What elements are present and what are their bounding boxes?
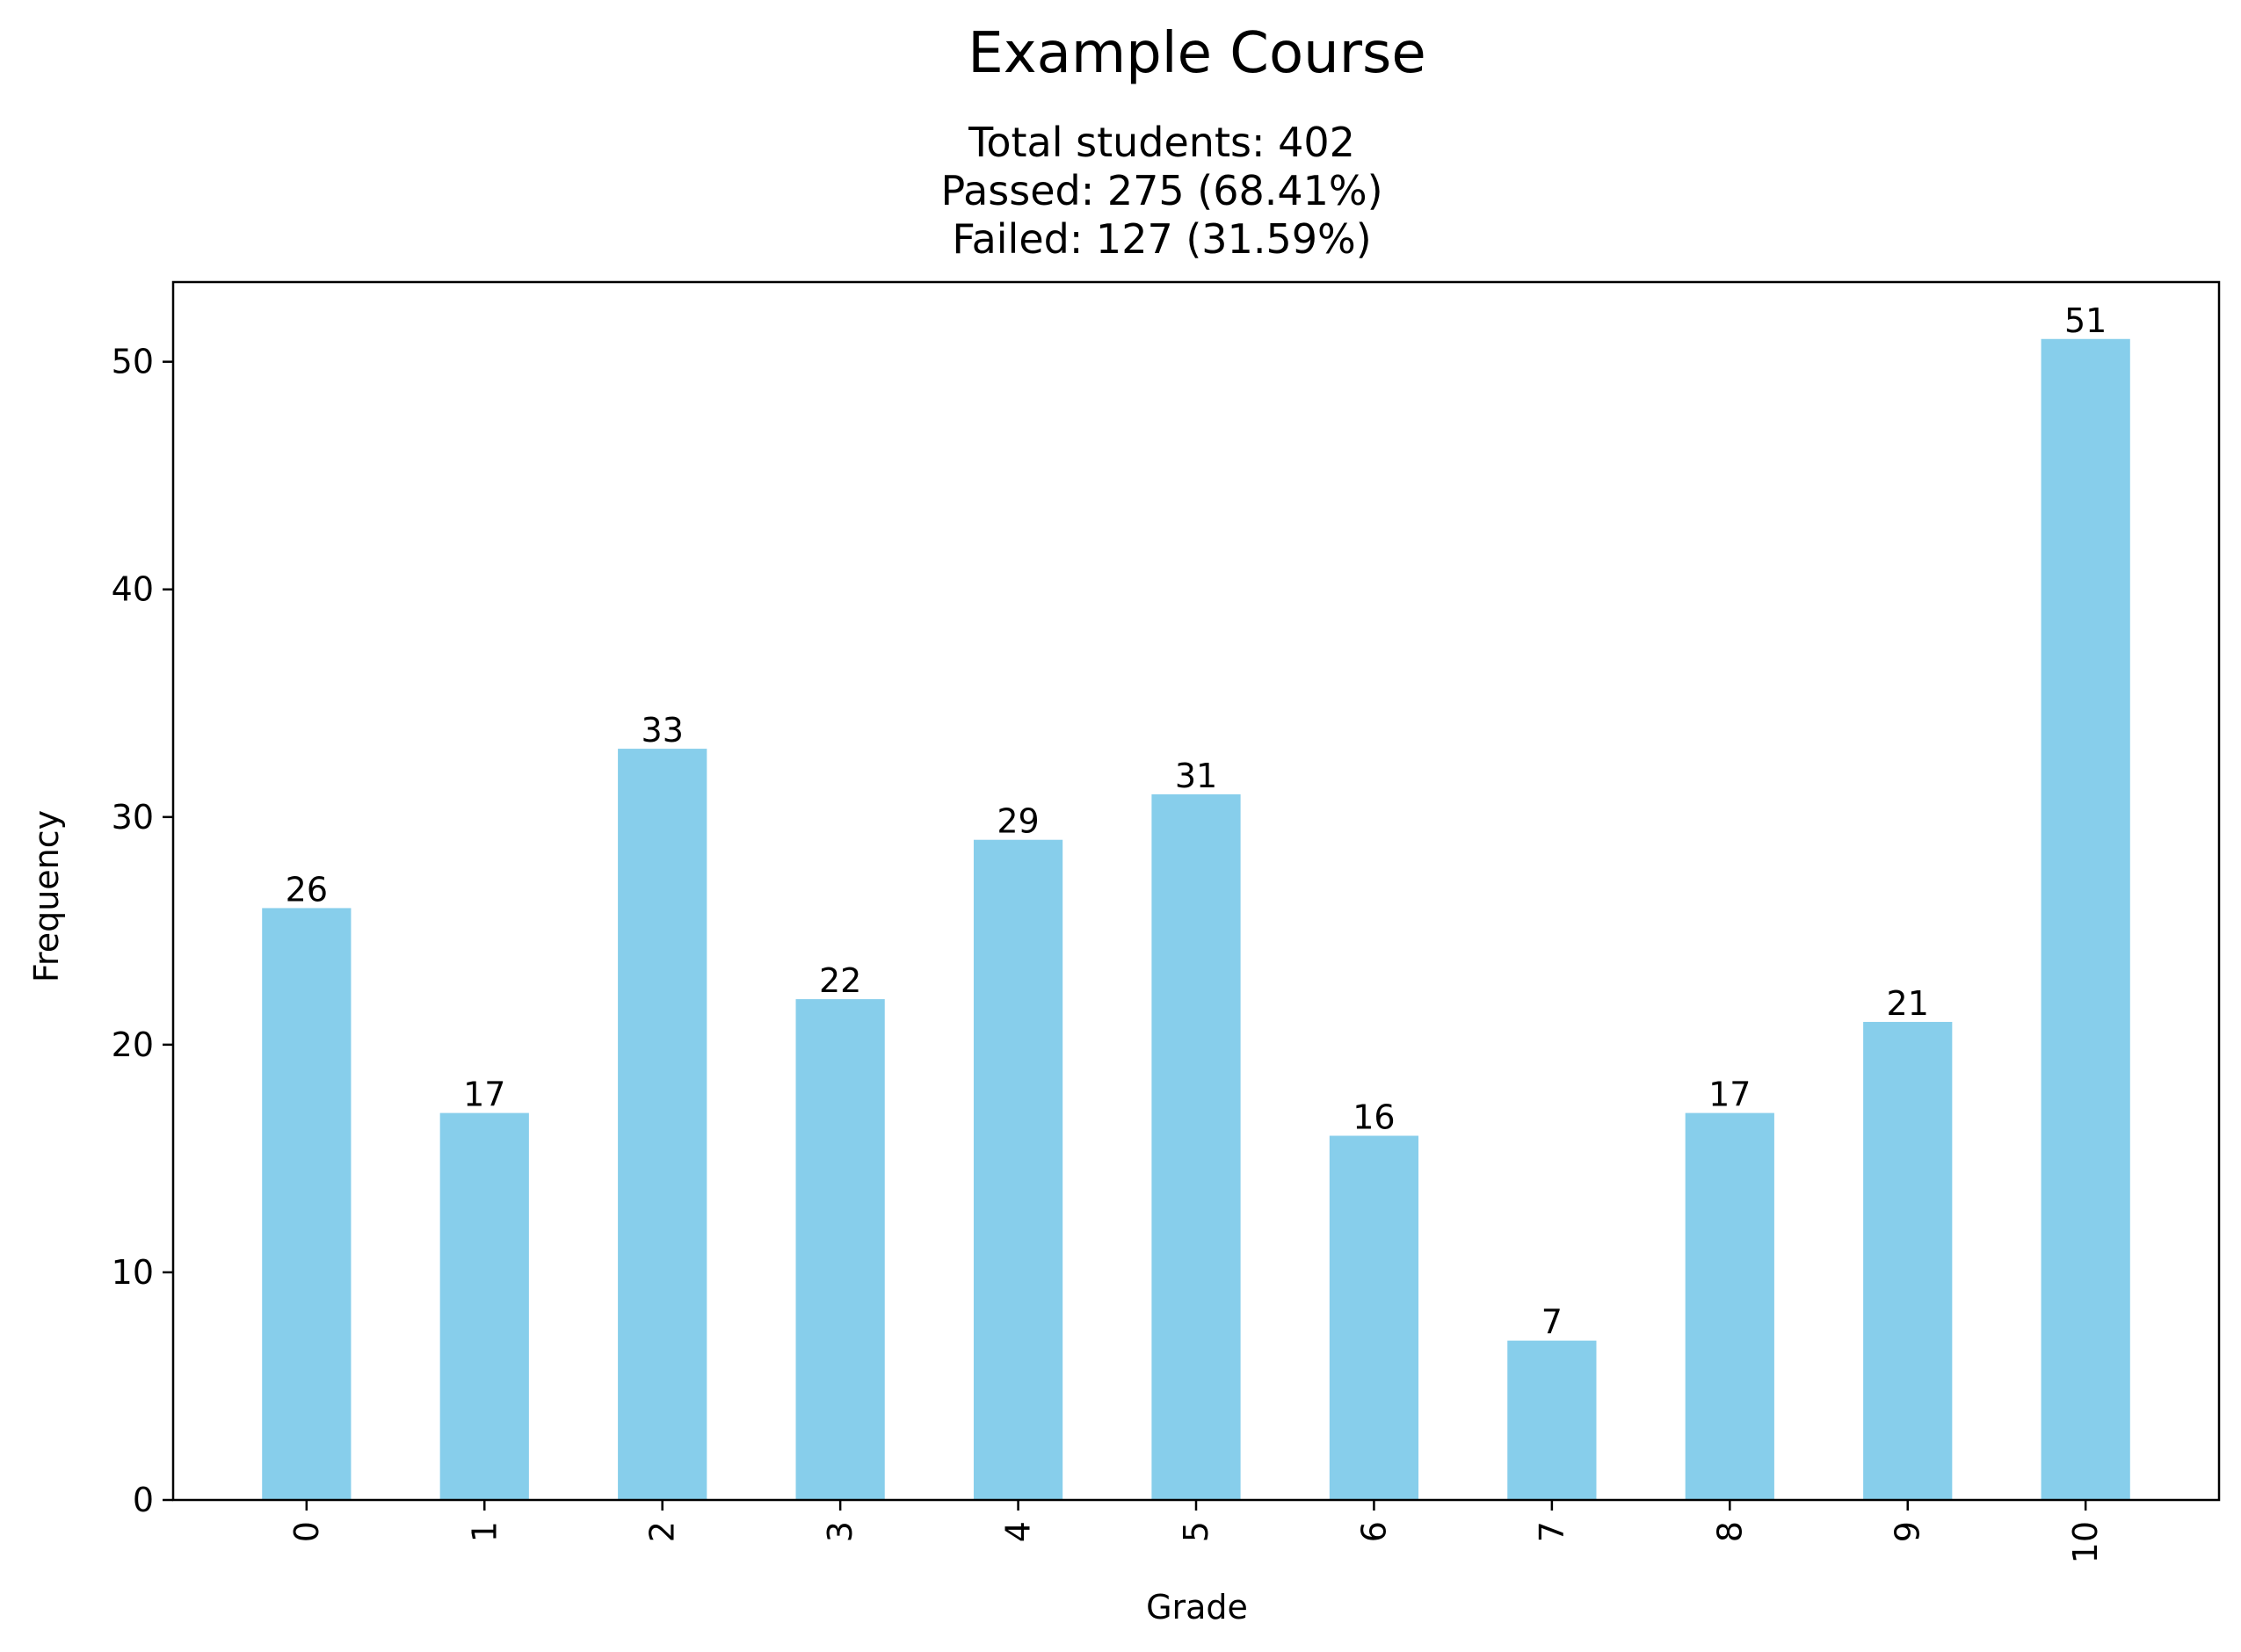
bar-grade-10 [2041,338,2130,1500]
data-label-grade-0: 26 [286,870,328,909]
x-axis-label: Grade [1146,1588,1248,1627]
bar-grade-0 [262,908,352,1500]
x-tick-label-1: 1 [465,1521,504,1542]
bar-grade-2 [618,749,707,1500]
subtitle-total-students: Total students: 402 [968,119,1355,166]
x-tick-label-5: 5 [1177,1521,1215,1542]
bar-grade-7 [1507,1340,1597,1500]
y-tick-label-0: 0 [133,1481,154,1519]
bar-grade-4 [973,839,1063,1500]
data-label-grade-5: 31 [1175,757,1217,795]
x-tick-label-6: 6 [1354,1521,1393,1542]
x-tick-label-10: 10 [2066,1521,2105,1563]
bar-grade-6 [1329,1135,1419,1500]
data-label-grade-7: 7 [1541,1303,1563,1342]
subtitle-passed: Passed: 275 (68.41%) [940,167,1382,214]
y-tick-label-30: 30 [112,798,154,837]
data-label-grade-3: 22 [819,961,861,1000]
y-tick-label-10: 10 [112,1253,154,1292]
x-tick-label-2: 2 [643,1521,682,1542]
x-tick-label-7: 7 [1533,1521,1571,1542]
data-labels-layer: 26 17 33 22 29 31 16 7 17 21 51 [286,301,2107,1342]
bar-grade-8 [1685,1112,1774,1500]
x-tick-label-9: 9 [1889,1521,1927,1542]
data-label-grade-9: 21 [1887,984,1929,1023]
bar-grade-3 [795,999,885,1500]
data-label-grade-4: 29 [997,802,1039,841]
x-tick-label-4: 4 [999,1521,1038,1542]
subtitle-failed: Failed: 127 (31.59%) [952,215,1371,263]
chart-title: Example Course [968,21,1425,86]
y-tick-label-20: 20 [112,1025,154,1064]
data-label-grade-8: 17 [1708,1076,1751,1114]
x-tick-label-8: 8 [1710,1521,1749,1542]
x-tick-label-0: 0 [287,1521,326,1542]
data-label-grade-2: 33 [642,711,684,750]
bars-layer [262,338,2130,1500]
axes-layer: 0 10 20 30 40 50 0 1 2 3 4 5 6 7 8 9 10 [112,280,2221,1563]
bar-grade-5 [1151,793,1241,1500]
y-axis-label: Frequency [27,810,66,982]
x-tick-label-3: 3 [821,1521,859,1542]
data-label-grade-6: 16 [1353,1098,1395,1137]
bar-grade-1 [439,1112,529,1500]
data-label-grade-10: 51 [2064,301,2107,340]
bar-grade-9 [1863,1021,1953,1500]
y-tick-label-50: 50 [112,343,154,381]
y-tick-label-40: 40 [112,570,154,609]
data-label-grade-1: 17 [463,1076,505,1114]
